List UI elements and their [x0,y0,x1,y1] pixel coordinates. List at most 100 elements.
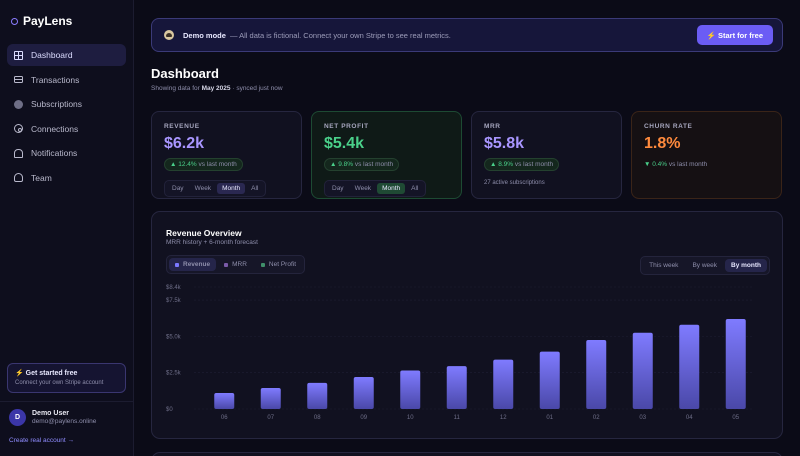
subtitle-period: May 2025 [201,85,231,92]
range-selector: This week By week By month [640,256,770,275]
revenue-bar[interactable] [586,340,607,409]
y-tick-label: $8.4k [166,285,182,291]
sidebar-item-label: Dashboard [31,50,73,60]
revenue-overview-card: Revenue Overview MRR history + 6-month f… [151,211,783,439]
chart-subtitle: MRR history + 6-month forecast [166,239,258,246]
y-tick-label: $0 [166,407,173,413]
create-account-link[interactable]: Create real account → [9,437,75,444]
toggle-revenue[interactable]: Revenue [169,258,217,271]
delta-value: ▼ 0.4% [644,161,668,168]
user-email: demo@paylens.online [32,418,97,425]
period-all[interactable]: All [251,185,259,192]
kpi-label: MRR [484,123,501,130]
x-tick-label: 07 [267,415,274,421]
delta-value: ▲ 9.8% [330,161,354,168]
card-icon [14,76,23,83]
delta-value: ▲ 8.9% [490,161,514,168]
app-logo[interactable]: PayLens [7,12,126,44]
start-free-button[interactable]: ⚡ Start for free [696,25,773,45]
kpi-label: NET PROFIT [324,123,369,130]
toggle-label: MRR [232,261,247,268]
x-tick-label: 05 [732,415,739,421]
revenue-bar[interactable] [539,351,560,409]
delta-vs: vs last month [514,161,554,168]
range-by-month[interactable]: By month [725,259,767,272]
x-tick-label: 02 [593,415,600,421]
sidebar-item-dashboard[interactable]: Dashboard [7,44,126,66]
page-subtitle: Showing data for May 2025 · synced just … [151,85,283,92]
x-tick-label: 03 [639,415,646,421]
sidebar-item-team[interactable]: Team [7,167,126,189]
kpi-value: $5.4k [324,135,365,152]
get-started-title: ⚡ Get started free [15,370,78,377]
sidebar-item-transactions[interactable]: Transactions [7,69,126,91]
range-by-week[interactable]: By week [692,262,718,269]
next-card [151,452,783,456]
y-tick-label: $2.5k [166,371,182,377]
sidebar-item-subscriptions[interactable]: Subscriptions [7,93,126,115]
period-week[interactable]: Week [354,185,372,192]
revenue-bar[interactable] [679,324,700,409]
avatar: D [9,409,26,426]
user-name: Demo User [32,410,69,417]
x-tick-label: 06 [221,415,228,421]
revenue-swatch [175,262,179,267]
sidebar-item-connections[interactable]: Connections [7,118,126,140]
kpi-revenue: REVENUE $6.2k ▲ 12.4% vs last month Day … [151,111,302,199]
grid-icon [14,50,23,60]
period-month[interactable]: Month [217,183,246,194]
period-week[interactable]: Week [194,185,212,192]
y-tick-label: $5.0k [166,334,182,340]
net-profit-swatch [260,262,265,267]
period-day[interactable]: Day [172,185,184,192]
kpi-note: 27 active subscriptions [484,180,545,186]
kpi-delta: ▲ 8.9% vs last month [484,158,560,171]
period-day[interactable]: Day [332,185,344,192]
page-title: Dashboard [151,66,219,81]
sidebar-item-label: Transactions [31,74,80,85]
kpi-delta: ▲ 9.8% vs last month [324,158,400,171]
main-content: Demo mode — All data is fictional. Conne… [134,0,800,456]
revenue-bar[interactable] [400,370,421,409]
x-tick-label: 01 [546,415,553,421]
revenue-bar[interactable] [446,366,467,409]
revenue-bar[interactable] [725,318,746,409]
revenue-bar[interactable] [307,382,328,409]
y-tick-label: $7.5k [166,298,182,304]
circle-icon [14,99,23,109]
range-this-week[interactable]: This week [649,262,679,269]
get-started-card[interactable]: ⚡ Get started free Connect your own Stri… [7,363,126,393]
period-all[interactable]: All [411,185,419,192]
revenue-bar[interactable] [493,359,514,409]
user-profile[interactable]: D Demo User demo@paylens.online [9,409,96,426]
sidebar-item-label: Notifications [31,148,78,158]
kpi-value: $6.2k [164,135,205,152]
toggle-mrr[interactable]: MRR [218,258,253,271]
revenue-bar[interactable] [353,377,374,409]
mrr-swatch [224,262,229,267]
kpi-net-profit: NET PROFIT $5.4k ▲ 9.8% vs last month Da… [311,111,462,199]
revenue-bar[interactable] [214,393,235,409]
revenue-bar[interactable] [632,332,653,409]
revenue-bar-chart: $0 $2.5k $5.0k $7.5k $8.4k 06 07 08 09 10 11 12 01 02… [166,285,752,421]
toggle-label: Revenue [183,261,211,268]
banner-title: Demo mode [183,30,226,40]
delta-vs: vs last month [354,161,394,168]
subtitle-prefix: Showing data for [151,85,200,92]
banner-text: — All data is fictional. Connect your ow… [229,30,451,40]
delta-vs: vs last month [198,161,237,168]
x-tick-label: 12 [500,415,507,421]
kpi-delta: ▼ 0.4% vs last month [644,159,712,170]
revenue-bar[interactable] [260,387,281,409]
toggle-net-profit[interactable]: Net Profit [255,258,302,271]
app-name: PayLens [23,14,73,28]
sidebar-item-label: Connections [31,123,79,134]
period-month[interactable]: Month [377,183,406,194]
kpi-value: 1.8% [644,135,681,152]
delta-vs: vs last month [668,161,708,168]
sidebar-item-notifications[interactable]: Notifications [7,142,126,164]
kpi-delta: ▲ 12.4% vs last month [164,158,243,171]
x-tick-label: 10 [407,415,414,421]
demo-icon [164,30,174,40]
kpi-value: $5.8k [484,135,525,152]
